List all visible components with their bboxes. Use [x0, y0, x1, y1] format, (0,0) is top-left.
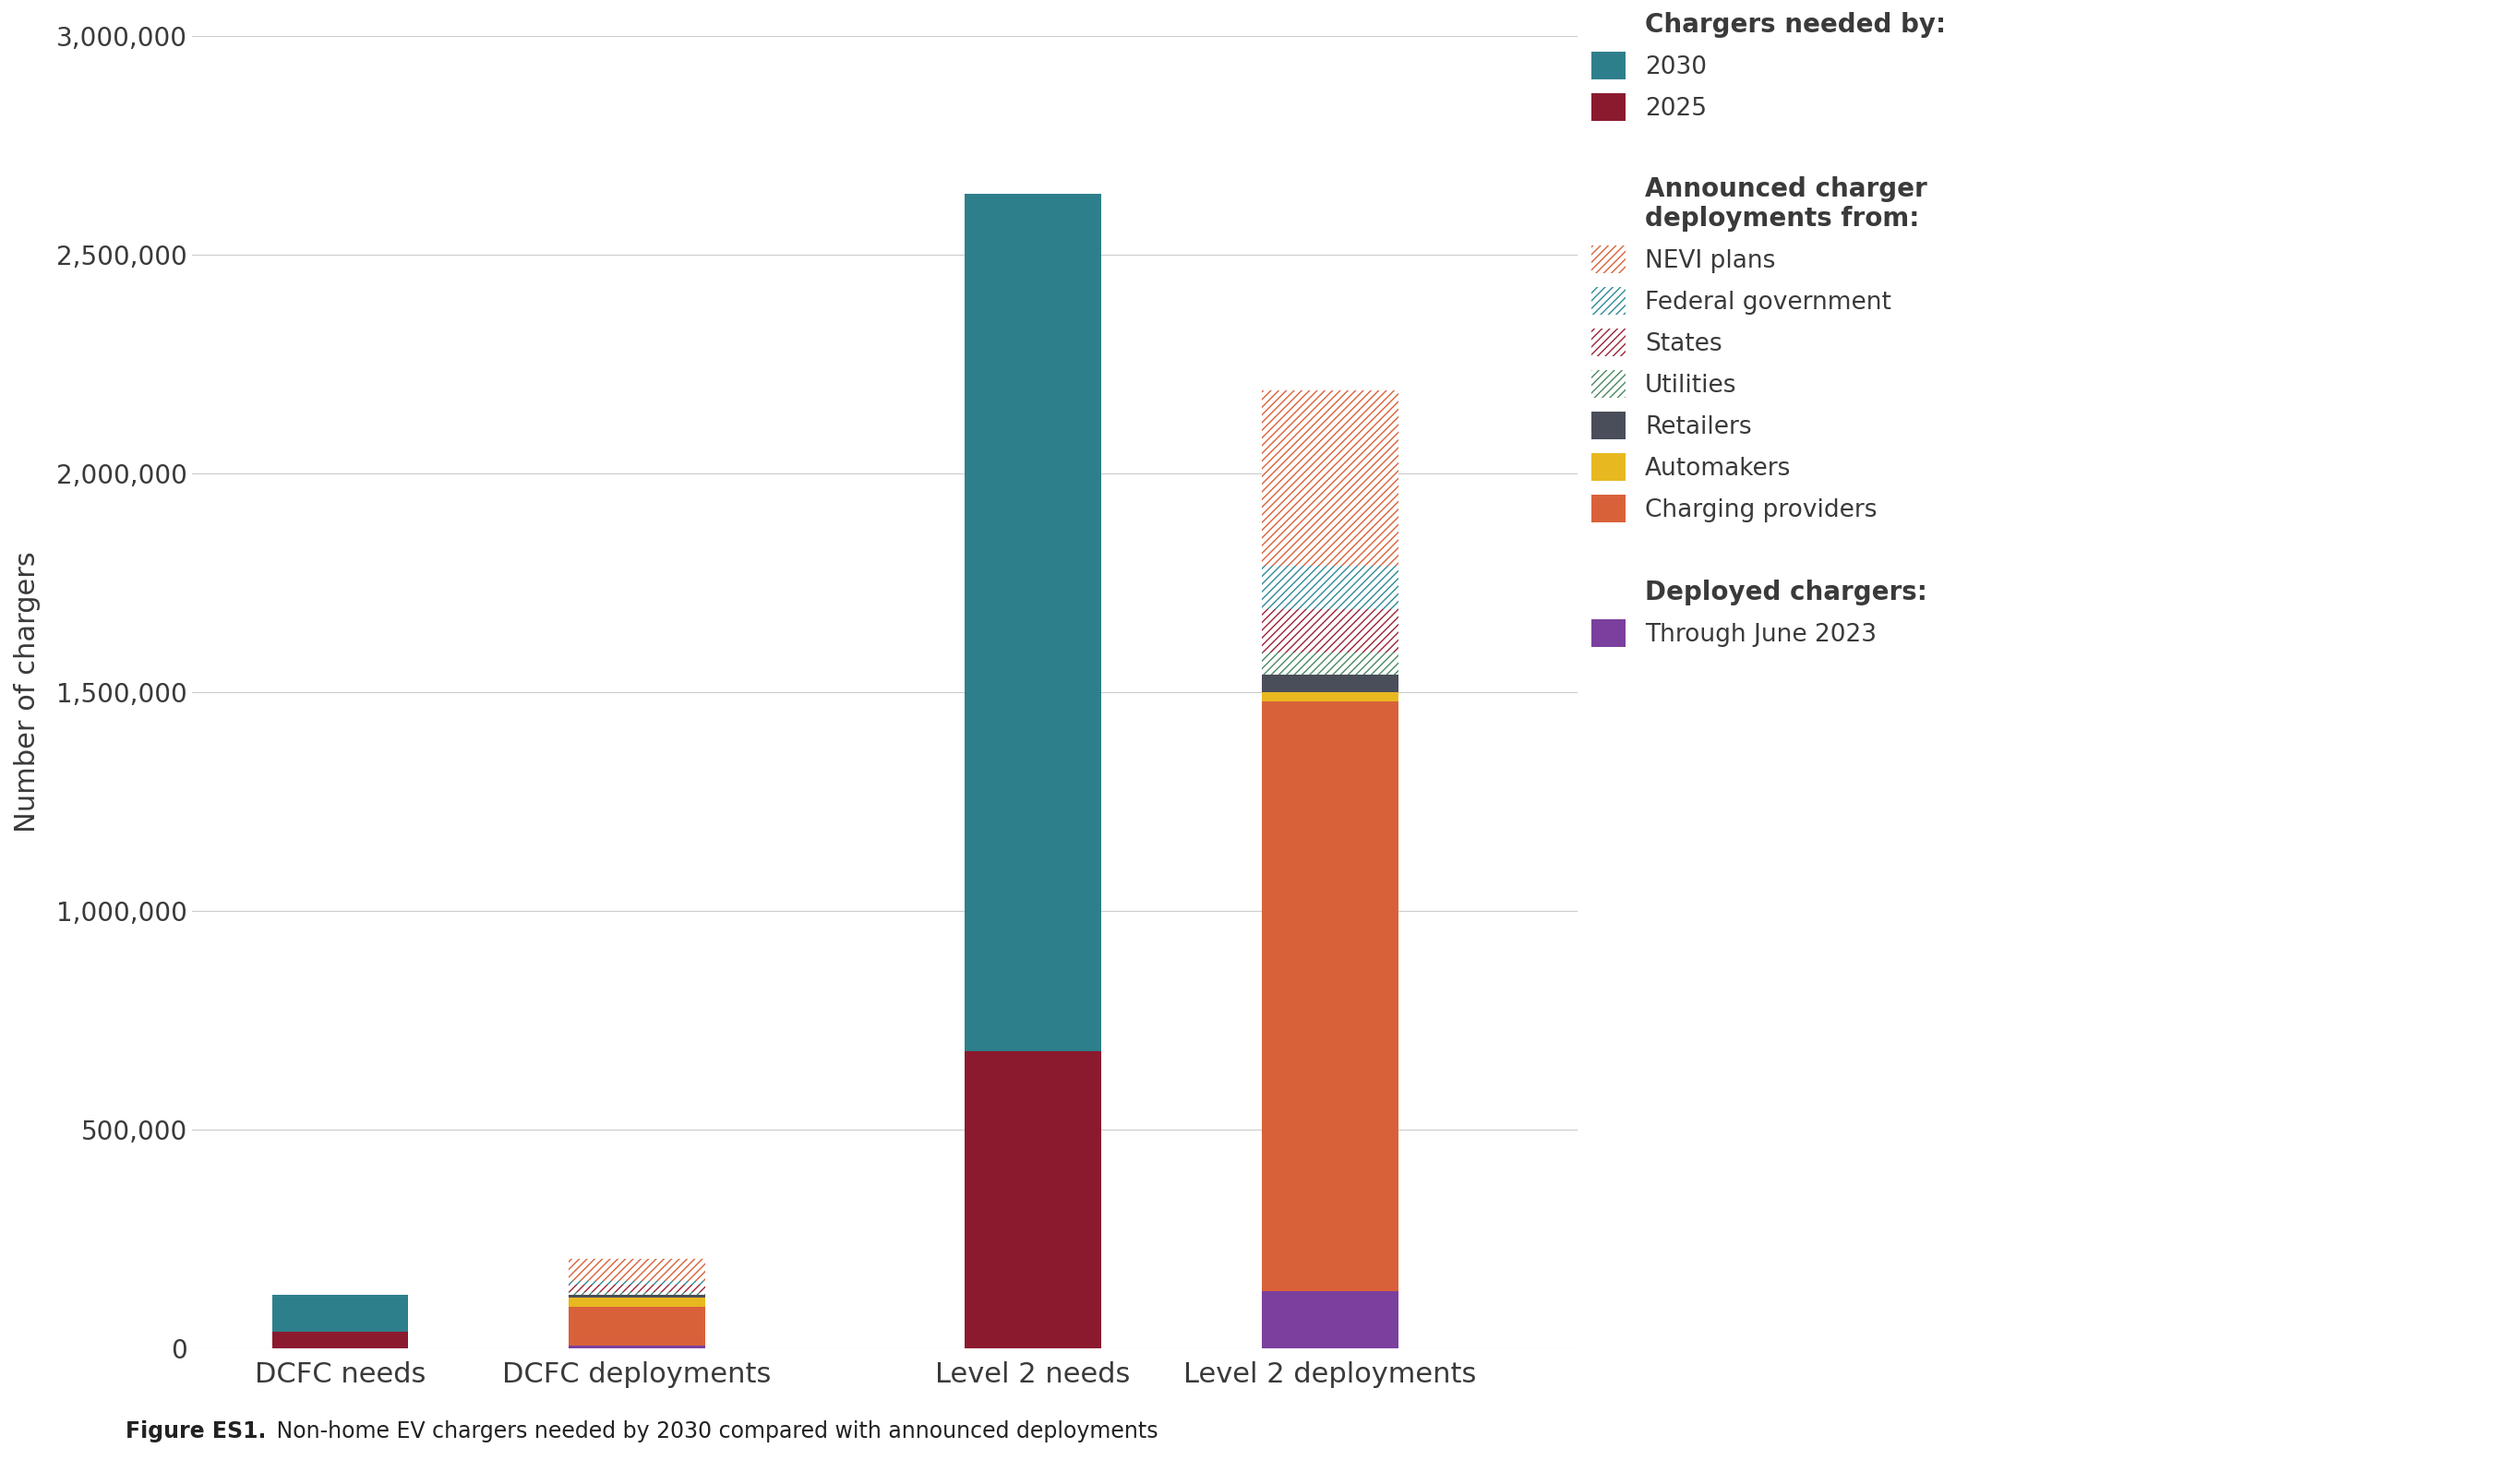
Bar: [570, 1280, 706, 1285]
Bar: [1263, 692, 1399, 701]
Bar: [570, 1346, 706, 1348]
Y-axis label: Number of chargers: Number of chargers: [13, 552, 40, 832]
Bar: [1263, 609, 1399, 653]
Legend: Chargers needed by:, 2030, 2025,  , Announced charger
deployments from:, NEVI pl: Chargers needed by:, 2030, 2025, , Annou…: [1593, 10, 1945, 647]
Bar: [570, 1307, 706, 1346]
Bar: [570, 1280, 706, 1285]
Bar: [1263, 653, 1399, 675]
Bar: [965, 194, 1101, 1051]
Text: Figure ES1.: Figure ES1.: [126, 1421, 267, 1442]
Bar: [570, 1295, 706, 1298]
Bar: [1263, 701, 1399, 1291]
Bar: [570, 1285, 706, 1292]
Bar: [1263, 565, 1399, 609]
Bar: [570, 1292, 706, 1295]
Bar: [1263, 390, 1399, 565]
Bar: [570, 1298, 706, 1307]
Bar: [570, 1259, 706, 1280]
Bar: [272, 1295, 408, 1332]
Bar: [570, 1292, 706, 1295]
Bar: [1263, 653, 1399, 675]
Bar: [570, 1259, 706, 1280]
Bar: [1263, 390, 1399, 565]
Text: Non-home EV chargers needed by 2030 compared with announced deployments: Non-home EV chargers needed by 2030 comp…: [270, 1421, 1159, 1442]
Bar: [1263, 1291, 1399, 1348]
Bar: [272, 1332, 408, 1348]
Bar: [570, 1285, 706, 1292]
Bar: [1263, 675, 1399, 692]
Bar: [1263, 609, 1399, 653]
Bar: [1263, 565, 1399, 609]
Bar: [965, 1051, 1101, 1348]
